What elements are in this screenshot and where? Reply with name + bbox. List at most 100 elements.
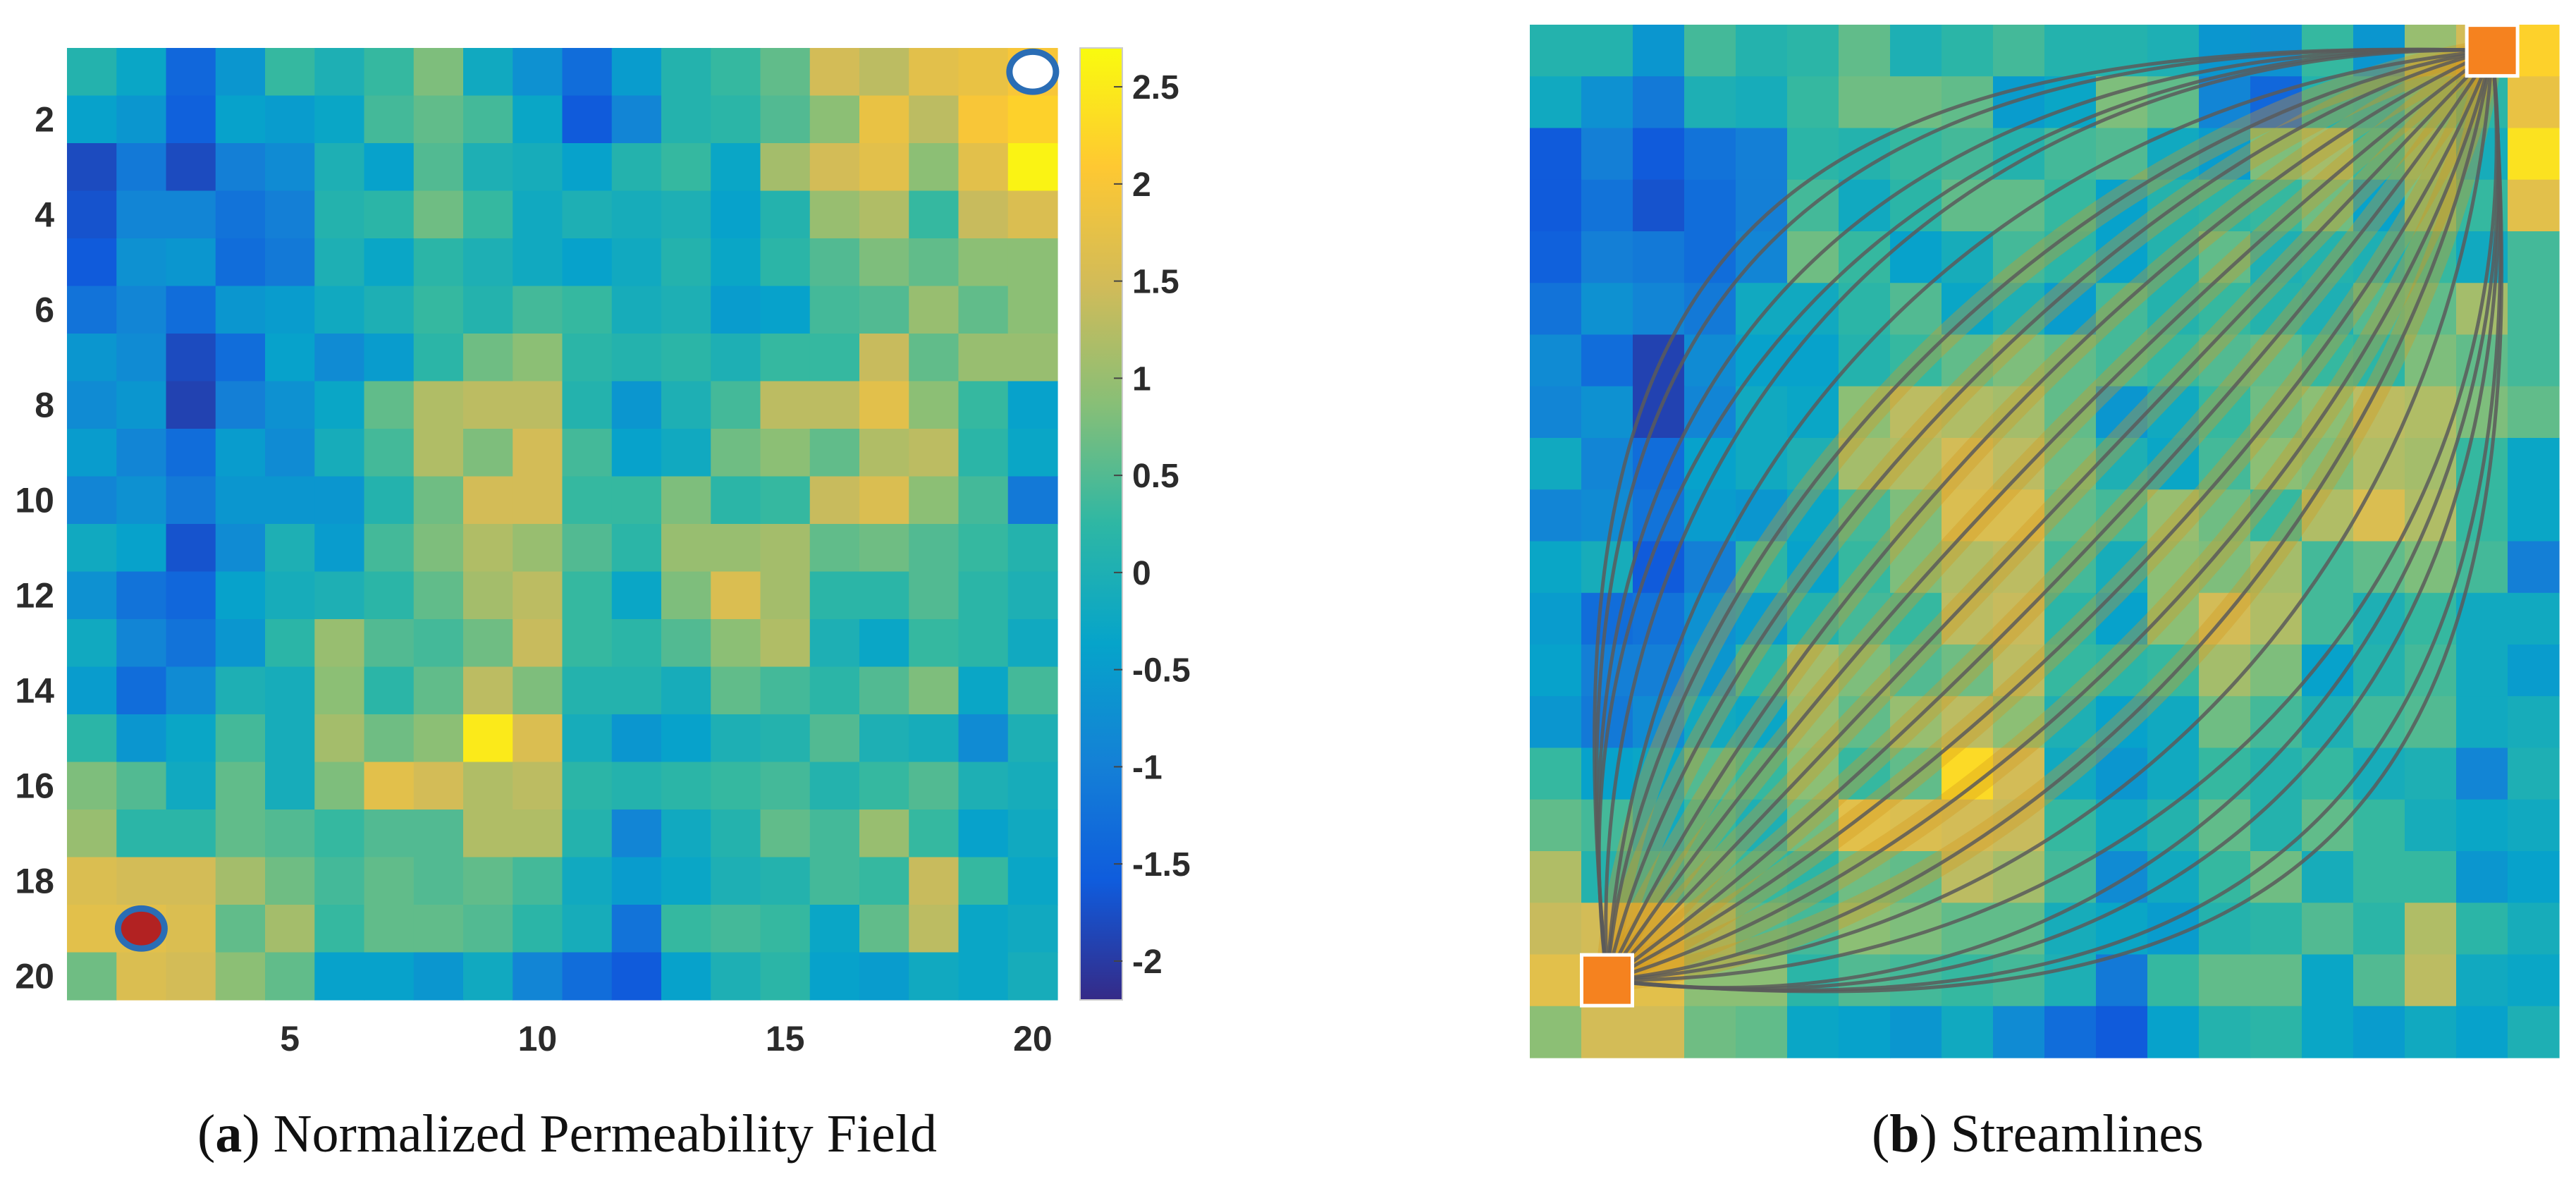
cell-r10-c20 [1007, 476, 1058, 525]
cell-r12-c7 [364, 571, 415, 620]
colorbar [1079, 47, 1123, 1001]
cell-r17-c13 [661, 810, 711, 858]
cell-r7-c13 [2147, 334, 2200, 387]
cell-r4-c11 [562, 190, 613, 239]
cell-r5-c7 [364, 238, 415, 287]
cell-r14-c5 [265, 666, 315, 715]
colorbar-ticks: 2.5 2 1.5 1 0.5 0 -0.5 -1 -1.5 -2 [1114, 69, 1191, 981]
cell-r5-c9 [463, 238, 513, 287]
cell-r3-c18 [909, 143, 959, 192]
cell-r16-c2 [116, 762, 167, 810]
cell-r1-c11 [2044, 25, 2097, 77]
cell-r5-c20 [1007, 238, 1058, 287]
cell-r3-c13 [661, 143, 711, 192]
cell-r9-c7 [364, 429, 415, 477]
cell-r18-c15 [760, 857, 811, 905]
cell-r17-c14 [711, 810, 761, 858]
cell-r10-c16 [809, 476, 860, 525]
streamline [1607, 50, 2501, 991]
cell-r19-c18 [2405, 954, 2457, 1007]
cell-r3-c2 [116, 143, 167, 192]
cell-r2-c2 [1581, 76, 1633, 129]
cell-r16-c15 [760, 762, 811, 810]
x-axis-ticks: 5 10 15 20 [280, 1019, 1052, 1058]
cell-r8-c8 [1890, 386, 1942, 439]
cell-r13-c18 [909, 619, 959, 668]
cell-r3-c6 [1787, 128, 1839, 181]
cell-r2-c1 [1530, 76, 1582, 129]
x-tick-label: 5 [280, 1019, 300, 1058]
cell-r20-c17 [2353, 1006, 2405, 1058]
cell-r15-c19 [2456, 747, 2508, 800]
cell-r4-c7 [364, 190, 415, 239]
cell-r6-c11 [2044, 283, 2097, 336]
cell-r15-c18 [909, 714, 959, 763]
cell-r1-c18 [909, 48, 959, 97]
cell-r16-c8 [413, 762, 464, 810]
cell-r4-c3 [1633, 179, 1685, 232]
cell-r20-c2 [116, 952, 167, 1001]
y-tick-label: 16 [15, 766, 54, 805]
cell-r15-c7 [1839, 747, 1891, 800]
cell-r2-c7 [364, 95, 415, 144]
cell-r17-c11 [562, 810, 613, 858]
cell-r13-c12 [611, 619, 662, 668]
cell-r20-c19 [958, 952, 1009, 1001]
cell-r13-c20 [2508, 645, 2560, 697]
cell-r6-c5 [265, 286, 315, 334]
colorbar-tick-label: -1 [1132, 749, 1163, 786]
cell-r3-c2 [1581, 128, 1633, 181]
cell-r10-c3 [166, 476, 216, 525]
cell-r17-c3 [166, 810, 216, 858]
cell-r8-c11 [2044, 386, 2097, 439]
caption-b: (b) Streamlines [1872, 1104, 2204, 1163]
cell-r20-c14 [2199, 1006, 2251, 1058]
cell-r14-c13 [2147, 696, 2200, 749]
well-markers [114, 48, 1060, 952]
cell-r14-c16 [809, 666, 860, 715]
y-tick-label: 8 [35, 385, 54, 425]
cell-r7-c20 [1007, 334, 1058, 382]
cell-r10-c9 [463, 476, 513, 525]
cell-r11-c20 [1007, 524, 1058, 573]
cell-r11-c7 [364, 524, 415, 573]
cell-r12-c18 [909, 571, 959, 620]
cell-r8-c10 [513, 381, 563, 429]
cell-r3-c11 [562, 143, 613, 192]
cell-r20-c3 [1633, 1006, 1685, 1058]
cell-r10-c9 [1942, 489, 1994, 542]
cell-r13-c4 [1684, 645, 1736, 697]
streamline [1596, 48, 2493, 981]
cell-r18-c19 [958, 857, 1009, 905]
cell-r8-c16 [809, 381, 860, 429]
cell-r15-c10 [513, 714, 563, 763]
cell-r7-c8 [1890, 334, 1942, 387]
cell-r17-c18 [2405, 851, 2457, 903]
cell-r20-c13 [2147, 1006, 2200, 1058]
cell-r11-c16 [2302, 541, 2354, 594]
cell-r20-c4 [215, 952, 266, 1001]
cell-r7-c10 [1993, 334, 2045, 387]
injector-well-marker [1580, 953, 1634, 1008]
cell-r14-c3 [166, 666, 216, 715]
cell-r8-c2 [1581, 386, 1633, 439]
cell-r6-c20 [1007, 286, 1058, 334]
cell-r3-c7 [364, 143, 415, 192]
cell-r15-c8 [413, 714, 464, 763]
streamline [1604, 48, 2493, 981]
cell-r19-c16 [2302, 954, 2354, 1007]
cell-r1-c9 [1942, 25, 1994, 77]
cell-r8-c20 [2508, 386, 2560, 439]
cell-r12-c15 [760, 571, 811, 620]
cell-r11-c3 [166, 524, 216, 573]
streamline [1605, 49, 2493, 981]
cell-r5-c14 [711, 238, 761, 287]
cell-r12-c14 [711, 571, 761, 620]
cell-r17-c19 [958, 810, 1009, 858]
cell-r2-c11 [562, 95, 613, 144]
cell-r13-c10 [513, 619, 563, 668]
cell-r14-c6 [314, 666, 365, 715]
cell-r8-c20 [1007, 381, 1058, 429]
cell-r4-c8 [413, 190, 464, 239]
cell-r8-c18 [909, 381, 959, 429]
